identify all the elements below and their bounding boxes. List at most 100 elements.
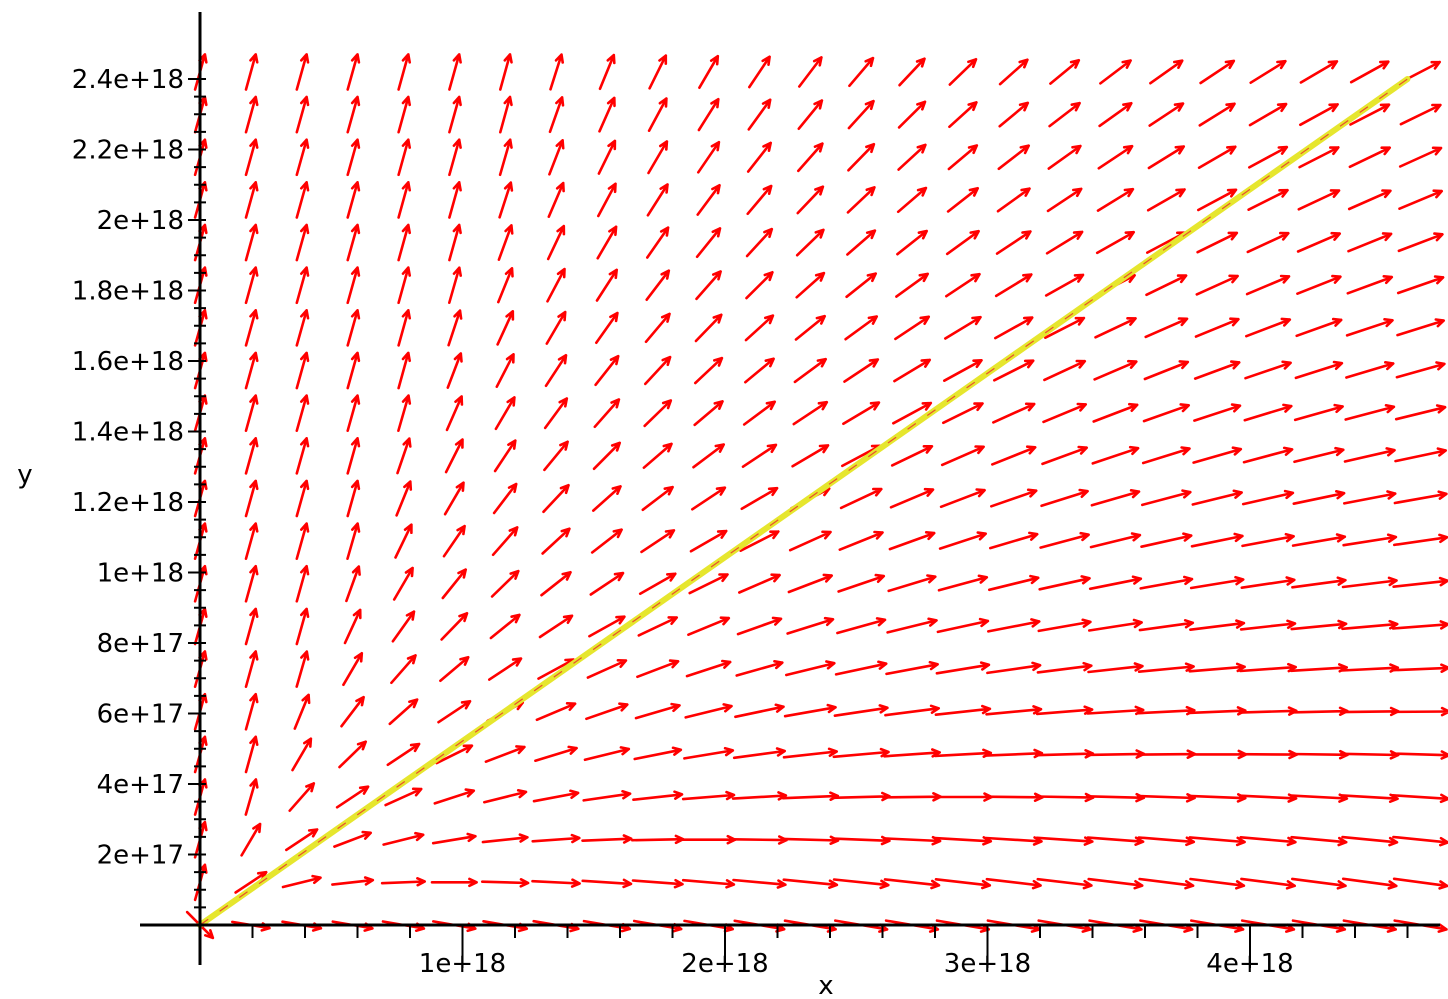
field-arrow (338, 740, 367, 769)
field-arrow (847, 99, 875, 130)
field-arrow (586, 659, 628, 679)
field-arrow (244, 778, 259, 816)
field-arrow (1035, 749, 1095, 759)
field-arrow (1140, 532, 1193, 548)
field-arrow (896, 229, 928, 256)
field-arrow (1394, 404, 1447, 421)
field-arrow (244, 564, 259, 603)
field-arrow (838, 530, 884, 551)
field-arrow (1188, 836, 1246, 847)
field-arrow (948, 58, 978, 86)
field-arrow (943, 359, 983, 382)
field-arrow (1238, 749, 1298, 760)
field-arrow (882, 835, 942, 846)
field-arrow (1341, 619, 1399, 631)
field-arrow (295, 351, 310, 390)
field-arrow (1187, 749, 1248, 760)
field-arrow (1289, 663, 1348, 673)
field-arrow (831, 835, 891, 846)
field-arrow (1248, 102, 1288, 127)
field-arrow (244, 522, 259, 560)
field-arrow (797, 99, 824, 130)
field-arrow (333, 830, 372, 848)
field-arrow (846, 229, 877, 256)
field-arrow (448, 138, 462, 177)
field-arrow (896, 186, 928, 214)
field-arrow (531, 878, 581, 888)
field-arrow (895, 272, 929, 298)
field-arrow (1245, 317, 1292, 338)
field-arrow (1035, 705, 1094, 716)
field-arrow (1393, 533, 1448, 547)
field-arrow (1138, 619, 1195, 632)
field-arrow (397, 95, 411, 134)
field-arrow (1092, 402, 1139, 423)
field-arrow (335, 785, 370, 809)
field-arrow (631, 834, 685, 845)
field-arrow (691, 486, 727, 511)
field-arrow (1296, 231, 1341, 253)
field-arrow (1149, 59, 1184, 85)
field-arrow (1238, 793, 1298, 803)
field-arrow (1044, 316, 1086, 339)
field-arrow (984, 748, 1044, 759)
field-arrow (535, 702, 577, 722)
field-arrow (1398, 146, 1443, 168)
field-arrow (938, 531, 987, 550)
field-arrow (346, 53, 361, 91)
field-arrow (1098, 102, 1133, 128)
field-arrow (295, 522, 310, 560)
field-arrow (295, 607, 310, 646)
field-arrow (448, 53, 462, 91)
field-arrow (448, 266, 462, 304)
field-arrow (944, 315, 982, 340)
field-arrow (597, 182, 617, 218)
field-arrow (631, 878, 684, 889)
field-arrow (792, 400, 829, 426)
field-arrow (1193, 403, 1242, 422)
x-tick-label: 1e+18 (419, 949, 506, 979)
field-arrow (397, 266, 411, 305)
field-arrow (593, 398, 621, 429)
field-arrow (480, 878, 530, 888)
field-arrow (1037, 618, 1092, 633)
field-arrow (1094, 317, 1137, 339)
field-arrow (244, 138, 259, 177)
field-arrow (991, 445, 1037, 466)
field-arrow (244, 394, 259, 432)
field-arrow (689, 529, 728, 553)
field-arrow (1342, 533, 1398, 547)
field-arrow (549, 53, 564, 91)
field-arrow (996, 187, 1031, 213)
field-arrow (1296, 274, 1342, 295)
x-tick-label: 2e+18 (681, 949, 768, 979)
field-arrow (594, 354, 620, 387)
field-arrow (244, 95, 259, 134)
field-arrow (1297, 189, 1341, 211)
field-arrow (1190, 532, 1244, 548)
field-arrow (1292, 490, 1346, 505)
field-arrow (397, 351, 411, 390)
field-arrow (244, 437, 259, 475)
field-arrow (645, 269, 671, 301)
field-arrow (646, 183, 669, 217)
field-arrow (1391, 663, 1448, 673)
field-arrow (692, 443, 725, 469)
field-arrow (1187, 706, 1247, 716)
field-arrow (582, 790, 632, 802)
field-arrow (946, 187, 979, 213)
field-arrow (441, 568, 467, 600)
field-arrow (798, 56, 823, 88)
field-arrow (1039, 531, 1090, 549)
field-arrow (634, 702, 681, 720)
field-arrow (543, 440, 569, 472)
field-arrow (346, 181, 361, 219)
field-arrow (346, 309, 361, 347)
field-arrow (997, 144, 1030, 171)
field-arrow (1243, 403, 1293, 422)
field-arrow (934, 704, 992, 716)
field-arrow (397, 223, 411, 262)
field-arrow (681, 878, 736, 889)
field-arrow (1239, 836, 1297, 847)
field-arrow (1398, 189, 1443, 210)
